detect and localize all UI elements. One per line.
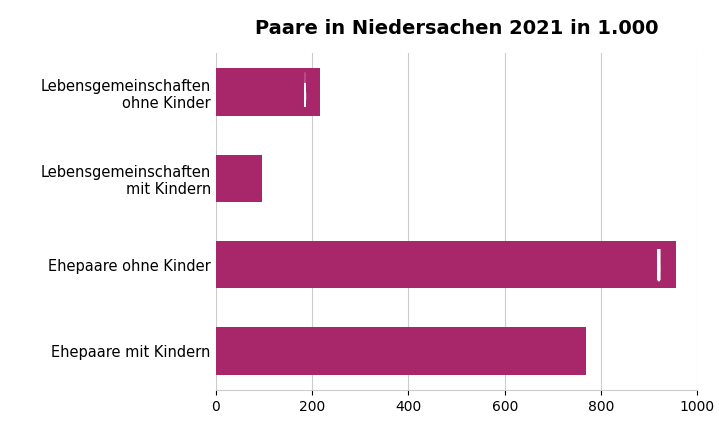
Title: Paare in Niedersachen 2021 in 1.000: Paare in Niedersachen 2021 in 1.000 xyxy=(255,19,659,38)
Bar xyxy=(216,69,320,116)
Bar xyxy=(216,155,262,202)
Bar xyxy=(216,327,586,374)
Bar xyxy=(216,241,676,288)
